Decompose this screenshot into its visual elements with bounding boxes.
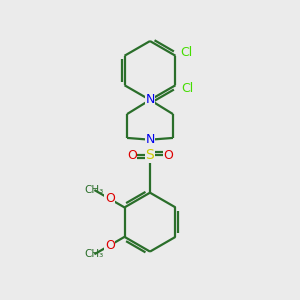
Text: O: O	[105, 192, 115, 206]
Text: N: N	[145, 93, 155, 106]
Text: O: O	[127, 148, 137, 161]
Text: Cl: Cl	[181, 46, 193, 59]
Text: Cl: Cl	[182, 82, 194, 95]
Text: CH₃: CH₃	[85, 249, 104, 259]
Text: CH₃: CH₃	[85, 185, 104, 195]
Text: N: N	[145, 133, 155, 146]
Text: O: O	[105, 239, 115, 252]
Text: S: S	[146, 148, 154, 162]
Text: O: O	[163, 148, 173, 161]
